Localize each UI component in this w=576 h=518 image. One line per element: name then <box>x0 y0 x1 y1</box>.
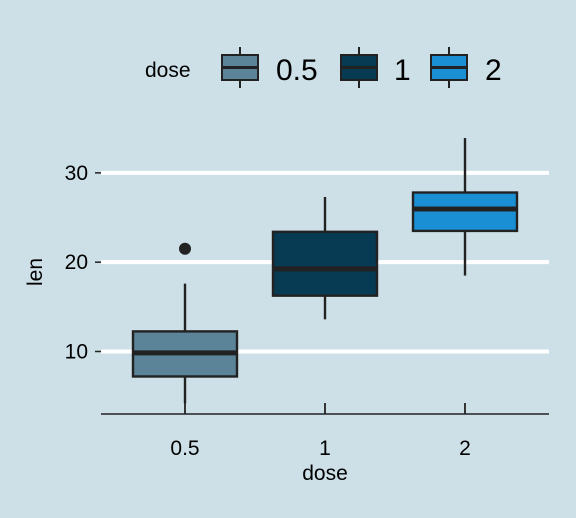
box-body-1 <box>271 230 379 297</box>
legend-item-0.5: 0.5 <box>221 47 318 88</box>
legend-label-2: 2 <box>485 54 502 87</box>
legend-item-2: 2 <box>430 47 502 88</box>
box-0.5 <box>131 242 239 404</box>
x-tick-label-1: 1 <box>319 437 331 460</box>
legend-item-1: 1 <box>340 47 411 88</box>
outlier-point-0.5-0 <box>179 242 191 255</box>
x-tick-label-2: 2 <box>459 437 471 460</box>
y-axis-ticks: 10 20 30 <box>65 162 101 363</box>
legend-label-1: 1 <box>394 54 411 87</box>
box-body-2 <box>411 191 519 233</box>
legend-title: dose <box>145 59 191 82</box>
y-tick-label-20: 20 <box>65 251 88 274</box>
box-1 <box>271 196 379 320</box>
y-tick-label-10: 10 <box>65 340 88 363</box>
x-tick-label-0.5: 0.5 <box>170 437 199 460</box>
boxes <box>131 138 519 404</box>
box-2 <box>411 138 519 276</box>
legend-label-0.5: 0.5 <box>276 54 318 87</box>
y-tick-label-30: 30 <box>65 162 88 185</box>
x-axis-ticks: 0.5 1 2 <box>170 403 471 460</box>
y-axis-title: len <box>24 258 47 286</box>
legend: dose 0.5 1 2 <box>145 47 502 88</box>
x-axis-title: dose <box>302 462 348 485</box>
